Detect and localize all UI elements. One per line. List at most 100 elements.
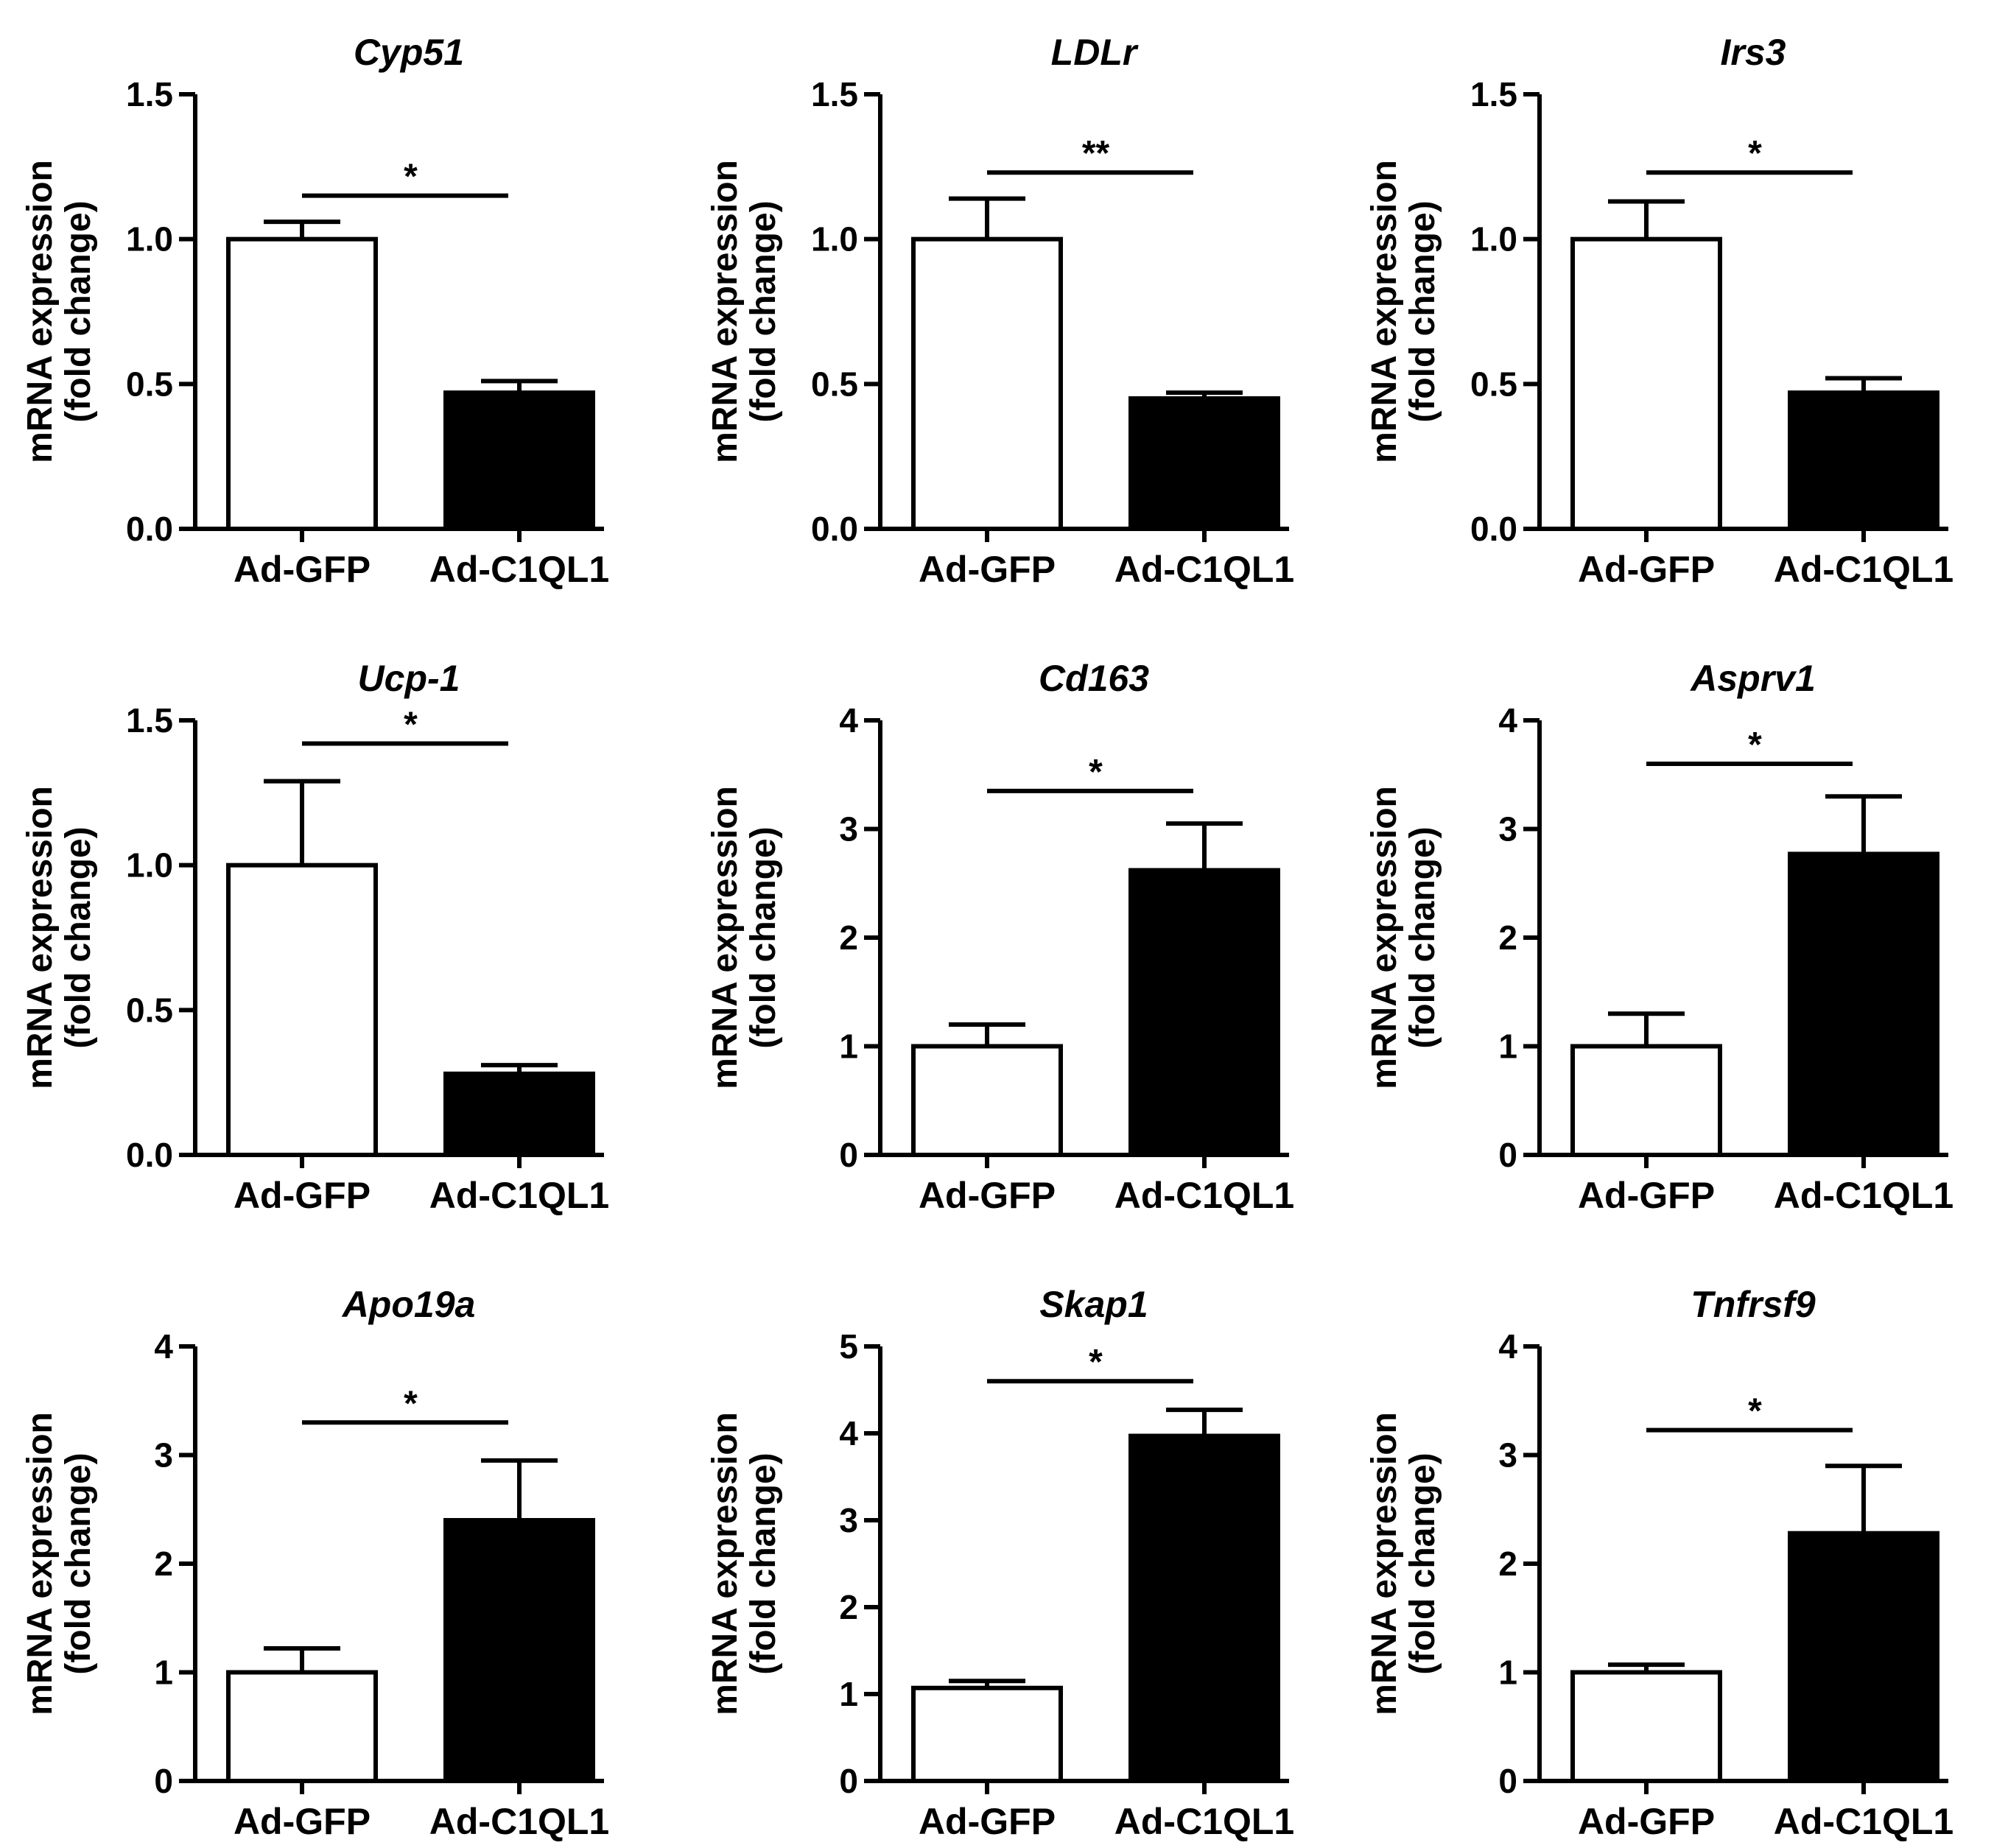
y-axis-label: mRNA expression(fold change): [706, 1412, 783, 1715]
significance-marker: *: [1089, 753, 1103, 792]
chart-title: Ucp-1: [358, 658, 460, 699]
y-tick-label: 0.0: [1470, 510, 1517, 548]
y-tick-label: 3: [1498, 1436, 1517, 1475]
x-tick-label: Ad-GFP: [234, 1175, 371, 1216]
y-tick-label: 0.5: [126, 365, 173, 403]
chart-panel-skap1: Skap1 mRNA expression(fold change) 0 1 2 3 4 5 A…: [706, 1284, 1294, 1842]
y-tick-label: 3: [154, 1436, 173, 1475]
y-axis-label-line1: mRNA expression: [21, 1412, 60, 1715]
y-tick-label: 0: [1498, 1136, 1517, 1174]
y-tick-label: 4: [1498, 1327, 1517, 1366]
significance-marker: *: [1748, 726, 1762, 765]
y-axis-label-line1: mRNA expression: [1365, 786, 1404, 1089]
y-axis-label-line2: (fold change): [59, 1452, 98, 1674]
significance-marker: **: [1082, 134, 1110, 173]
chart-panel-asprv1: Asprv1 mRNA expression(fold change) 0 1 2 3 4 A…: [1365, 658, 1953, 1216]
y-tick-label: 0: [839, 1136, 858, 1174]
y-tick-label: 0: [1498, 1762, 1517, 1800]
bar-ad-gfp: [911, 1044, 1063, 1157]
y-tick-label: 2: [1498, 918, 1517, 957]
y-axis-label: mRNA expression(fold change): [1365, 160, 1442, 463]
x-tick-label: Ad-C1QL1: [1774, 1175, 1953, 1216]
chart-panel-irs3: Irs3 mRNA expression(fold change) 0.0 0.5 1.…: [1365, 32, 1953, 590]
y-tick-label: 1.5: [126, 701, 173, 739]
y-tick-label: 3: [1498, 810, 1517, 849]
y-tick-label: 0.0: [811, 510, 858, 548]
x-tick-label: Ad-C1QL1: [1114, 549, 1294, 590]
y-axis-label-line2: (fold change): [744, 826, 783, 1048]
y-axis-label-line2: (fold change): [1403, 826, 1442, 1048]
chart-panel-cyp51: Cyp51 mRNA expression(fold change) 0.0 0.5 1…: [21, 32, 609, 590]
y-axis-label-line1: mRNA expression: [21, 160, 60, 463]
y-tick-label: 4: [154, 1327, 173, 1366]
y-tick-label: 4: [839, 1414, 858, 1452]
y-axis-label: mRNA expression(fold change): [1365, 786, 1442, 1089]
y-axis-label-line2: (fold change): [1403, 200, 1442, 422]
chart-title: Cd163: [1039, 658, 1149, 699]
significance-marker: *: [404, 158, 418, 197]
significance-marker: *: [1748, 134, 1762, 173]
significance-marker: *: [1748, 1392, 1762, 1431]
y-axis-label: mRNA expression(fold change): [21, 786, 98, 1089]
y-tick-label: 1: [154, 1654, 173, 1692]
x-tick-label: Ad-GFP: [1578, 1175, 1715, 1216]
significance-marker: *: [1089, 1343, 1103, 1382]
y-axis-label-line1: mRNA expression: [1365, 160, 1404, 463]
y-tick-label: 1.5: [811, 75, 858, 113]
y-tick-label: 0.5: [126, 991, 173, 1029]
y-tick-label: 1.0: [126, 220, 173, 259]
chart-title: LDLr: [1051, 32, 1139, 73]
chart-panel-tnfrsf9: Tnfrsf9 mRNA expression(fold change) 0 1 2 3 4…: [1365, 1284, 1953, 1842]
bar-ad-c1ql1: [1128, 868, 1280, 1158]
x-tick-label: Ad-GFP: [234, 549, 371, 590]
bar-ad-gfp: [226, 862, 378, 1157]
y-tick-label: 5: [839, 1327, 858, 1366]
x-tick-label: Ad-GFP: [919, 1801, 1056, 1842]
y-tick-label: 0.5: [811, 365, 858, 403]
x-tick-label: Ad-C1QL1: [429, 1175, 609, 1216]
y-axis-label: mRNA expression(fold change): [1365, 1412, 1442, 1715]
bar-ad-c1ql1: [1788, 1531, 1939, 1783]
y-tick-label: 1: [1498, 1654, 1517, 1692]
y-tick-label: 0: [839, 1762, 858, 1800]
x-tick-label: Ad-C1QL1: [1114, 1801, 1294, 1842]
bar-ad-c1ql1: [1788, 851, 1939, 1158]
y-tick-label: 3: [839, 810, 858, 849]
bar-ad-gfp: [1570, 236, 1722, 531]
bar-ad-c1ql1: [443, 1518, 595, 1783]
significance-marker: *: [404, 1384, 418, 1423]
y-axis-label-line1: mRNA expression: [1365, 1412, 1404, 1715]
y-tick-label: 1: [1498, 1027, 1517, 1066]
y-tick-label: 2: [839, 1588, 858, 1626]
y-axis-label-line2: (fold change): [744, 200, 783, 422]
y-tick-label: 2: [154, 1545, 173, 1583]
bar-ad-gfp: [1570, 1044, 1722, 1157]
x-tick-label: Ad-C1QL1: [429, 549, 609, 590]
bar-ad-c1ql1: [1788, 390, 1939, 532]
y-axis-label-line1: mRNA expression: [706, 786, 745, 1089]
y-tick-label: 4: [839, 701, 858, 739]
y-axis-label-line2: (fold change): [1403, 1452, 1442, 1674]
y-tick-label: 1.0: [1470, 220, 1517, 259]
y-axis-label: mRNA expression(fold change): [706, 160, 783, 463]
bar-ad-gfp: [911, 236, 1063, 531]
y-tick-label: 0: [154, 1762, 173, 1800]
y-axis-label-line1: mRNA expression: [706, 160, 745, 463]
y-axis-label: mRNA expression(fold change): [21, 160, 98, 463]
x-tick-label: Ad-C1QL1: [429, 1801, 609, 1842]
significance-marker: *: [404, 705, 418, 744]
x-tick-label: Ad-GFP: [234, 1801, 371, 1842]
bar-ad-gfp: [226, 236, 378, 531]
y-tick-label: 3: [839, 1501, 858, 1539]
y-tick-label: 1.0: [126, 846, 173, 885]
y-tick-label: 0.5: [1470, 365, 1517, 403]
chart-panel-apo19a: Apo19a mRNA expression(fold change) 0 1 2 3 4 A…: [21, 1284, 609, 1842]
y-tick-label: 1: [839, 1675, 858, 1713]
bar-ad-c1ql1: [1128, 1433, 1280, 1784]
bar-ad-gfp: [1570, 1670, 1722, 1783]
bar-ad-c1ql1: [443, 1071, 595, 1158]
bar-ad-gfp: [911, 1685, 1063, 1783]
y-axis-label-line1: mRNA expression: [706, 1412, 745, 1715]
x-tick-label: Ad-GFP: [1578, 549, 1715, 590]
